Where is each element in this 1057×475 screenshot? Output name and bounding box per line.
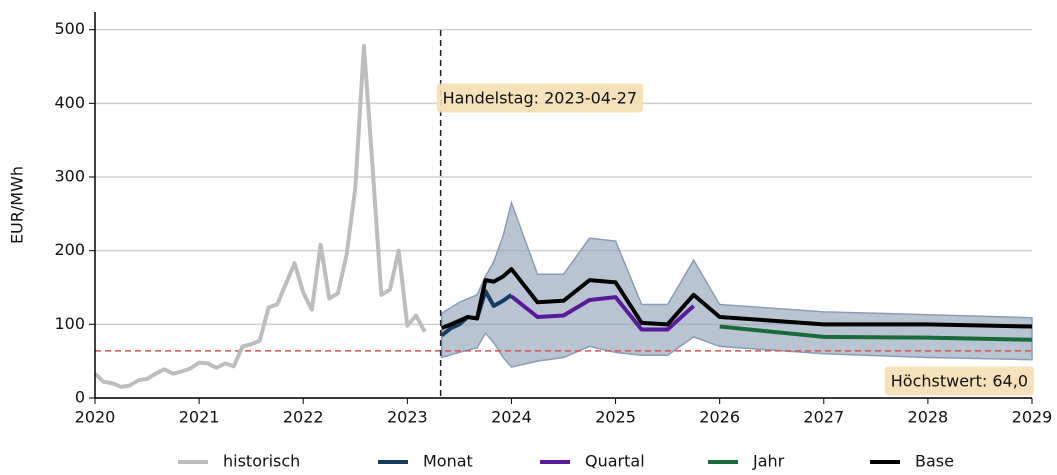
legend-label: Monat [423,452,473,471]
series-line [440,267,1033,330]
x-tick-label: 2026 [699,408,740,427]
legend-label: Jahr [752,452,785,471]
annotation-box [436,83,644,113]
annotation: Höchstwert: 64,0 [891,372,1028,391]
band [440,200,1033,368]
legend-label: Quartal [585,452,645,471]
x-tick-label: 2020 [75,408,116,427]
y-tick-label: 200 [54,240,85,259]
series-line [510,294,695,332]
x-tick-label: 2027 [803,408,844,427]
x-tick-label: 2024 [491,408,532,427]
legend-label: Base [915,452,954,471]
x-tick-label: 2029 [1012,408,1053,427]
y-tick-label: 300 [54,167,85,186]
legend-label: historisch [223,452,300,471]
x-tick-label: 2021 [179,408,220,427]
y-tick-label: 500 [54,19,85,38]
annotation-box [884,366,1034,396]
x-tick-label: 2022 [283,408,324,427]
series-line [719,324,1033,342]
y-tick-label: 400 [54,93,85,112]
annotation: Handelstag: 2023-04-27 [443,89,637,108]
x-tick-label: 2028 [908,408,949,427]
y-axis-label: EUR/MWh [8,166,27,244]
y-tick-label: 100 [54,314,85,333]
y-tick-label: 0 [75,388,85,407]
series-line [93,43,427,389]
x-tick-label: 2023 [387,408,428,427]
x-tick-label: 2025 [595,408,636,427]
